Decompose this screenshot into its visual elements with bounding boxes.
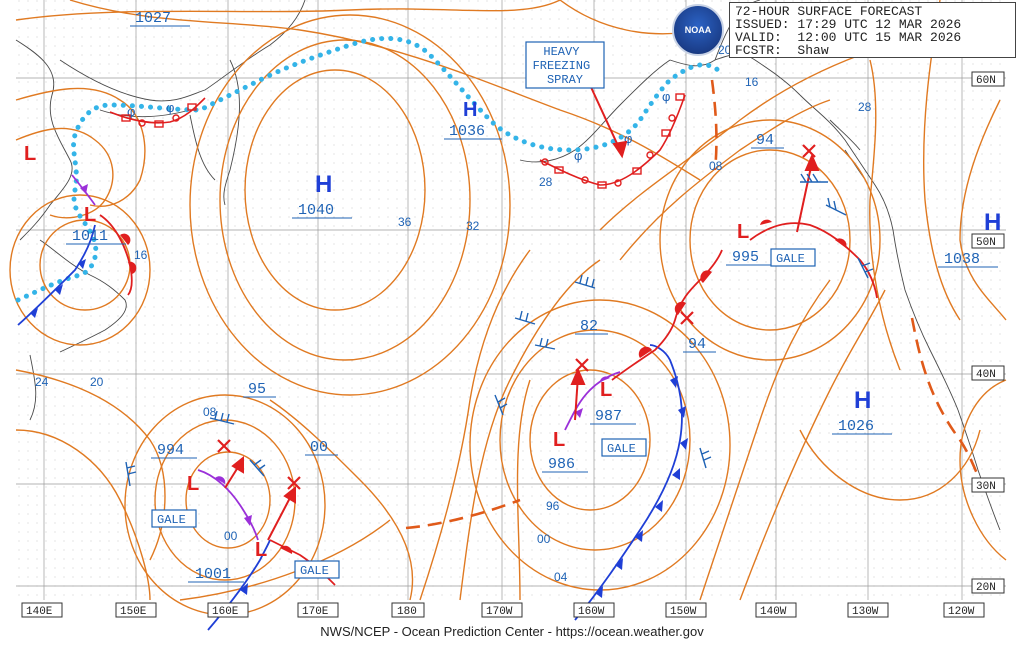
gale-label-4: GALE	[300, 564, 329, 578]
gale-label-1: GALE	[776, 252, 805, 266]
svg-text:150E: 150E	[120, 606, 147, 618]
low-letter-2: L	[84, 204, 96, 226]
low-letter-6: L	[187, 473, 199, 495]
svg-text:00: 00	[224, 529, 238, 543]
isobar-label-00: 00	[310, 439, 328, 456]
svg-text:φ: φ	[574, 148, 582, 163]
svg-text:28: 28	[539, 175, 553, 189]
latitude-labels: 60N 50N 40N 30N 20N	[971, 71, 1005, 594]
center-value-labels: 1040 1036 1038 1026 1011 995 987 986 994…	[72, 10, 980, 583]
svg-text:φ: φ	[662, 89, 670, 104]
high-centers: H H H H	[315, 99, 1001, 414]
svg-text:20: 20	[90, 375, 104, 389]
svg-text:φ: φ	[166, 100, 174, 115]
svg-text:40N: 40N	[976, 369, 996, 381]
heavy-freezing-spray-box: HEAVY FREEZING SPRAY	[525, 41, 605, 89]
svg-text:180: 180	[397, 606, 417, 618]
center-value-underlines	[66, 25, 998, 583]
isobar-small-labels: 16 36 32 28 08 16 28 20 24 08 00 96 00 0…	[35, 43, 872, 584]
hfs-line-1: HEAVY	[543, 45, 579, 59]
isobar-label-1027: 1027	[135, 10, 171, 27]
noaa-logo: NOAA	[672, 4, 724, 56]
svg-text:08: 08	[203, 405, 217, 419]
trough-lines	[405, 79, 982, 530]
low-letter-1: L	[24, 143, 36, 165]
svg-text:08: 08	[709, 159, 723, 173]
value-1038: 1038	[944, 251, 980, 268]
svg-text:24: 24	[35, 375, 49, 389]
value-1011: 1011	[72, 228, 108, 245]
svg-text:50N: 50N	[976, 237, 996, 249]
header-issued: ISSUED: 17:29 UTC 12 MAR 2026	[735, 17, 962, 32]
value-1026: 1026	[838, 418, 874, 435]
svg-text:30N: 30N	[976, 481, 996, 493]
longitude-labels: 140E 150E 160E 170E 180 170W 160W 150W 1…	[21, 602, 985, 618]
svg-text:160W: 160W	[578, 606, 605, 618]
isobar-label-94a: 94	[756, 132, 774, 149]
svg-text:16: 16	[745, 75, 759, 89]
low-letter-3: L	[737, 221, 749, 243]
svg-text:170W: 170W	[486, 606, 513, 618]
footer-credit: NWS/NCEP - Ocean Prediction Center - htt…	[320, 624, 704, 639]
svg-text:96: 96	[546, 499, 560, 513]
svg-text:28: 28	[858, 100, 872, 114]
isobar-label-94b: 94	[688, 336, 706, 353]
header-title: 72-HOUR SURFACE FORECAST	[735, 4, 923, 19]
low-letter-4: L	[600, 379, 612, 401]
high-letter-1038: H	[984, 209, 1001, 236]
value-1001: 1001	[195, 566, 231, 583]
hfs-line-2: FREEZING	[533, 59, 591, 73]
low-letter-7: L	[255, 539, 267, 561]
header-valid: VALID: 12:00 UTC 15 MAR 2026	[735, 30, 962, 45]
isobar-label-82: 82	[580, 318, 598, 335]
isobar-label-95: 95	[248, 381, 266, 398]
svg-text:150W: 150W	[670, 606, 697, 618]
svg-text:60N: 60N	[976, 75, 996, 87]
value-986: 986	[548, 456, 575, 473]
gale-label-3: GALE	[157, 513, 186, 527]
high-letter-1040: H	[315, 171, 332, 198]
svg-text:20N: 20N	[976, 582, 996, 594]
stipple-grid	[16, 0, 1006, 600]
value-1040: 1040	[298, 202, 334, 219]
occluded-front-symbols	[80, 184, 610, 526]
svg-text:140W: 140W	[760, 606, 787, 618]
svg-text:36: 36	[398, 215, 412, 229]
svg-text:170E: 170E	[302, 606, 329, 618]
svg-text:140E: 140E	[26, 606, 53, 618]
wind-barbs	[125, 173, 874, 487]
svg-text:φ: φ	[624, 131, 632, 146]
ice-accretion-markers	[121, 93, 685, 189]
svg-text:32: 32	[466, 219, 480, 233]
svg-text:HEAVY FREEZING SPR: HEAVY FREEZING SPRAY	[533, 45, 598, 87]
low-centers: L L L L L L L	[24, 143, 749, 561]
svg-text:16: 16	[134, 248, 148, 262]
gale-label-2: GALE	[607, 442, 636, 456]
gale-warnings: GALE GALE GALE GALE	[151, 248, 816, 579]
storm-track-arrows	[224, 84, 820, 541]
value-995: 995	[732, 249, 759, 266]
ice-edge	[15, 35, 721, 303]
value-987: 987	[595, 408, 622, 425]
forecast-header-box: 72-HOUR SURFACE FORECAST ISSUED: 17:29 U…	[729, 2, 1016, 58]
svg-text:04: 04	[554, 570, 568, 584]
header-forecaster: FCSTR: Shaw	[735, 43, 829, 58]
warm-front-semicircles	[120, 219, 847, 554]
svg-text:130W: 130W	[852, 606, 879, 618]
low-letter-5: L	[553, 429, 565, 451]
svg-text:160E: 160E	[212, 606, 239, 618]
high-letter-1036: H	[463, 99, 477, 121]
svg-text:φ: φ	[127, 104, 135, 119]
svg-text:00: 00	[537, 532, 551, 546]
svg-text:20: 20	[718, 43, 732, 57]
svg-text:120W: 120W	[948, 606, 975, 618]
hfs-line-3: SPRAY	[547, 73, 583, 87]
value-994: 994	[157, 442, 184, 459]
forecast-position-marks	[217, 144, 816, 490]
high-letter-1026: H	[854, 387, 871, 414]
value-1036: 1036	[449, 123, 485, 140]
freezing-spray-symbols: φ φ φ φ φ	[127, 89, 670, 163]
